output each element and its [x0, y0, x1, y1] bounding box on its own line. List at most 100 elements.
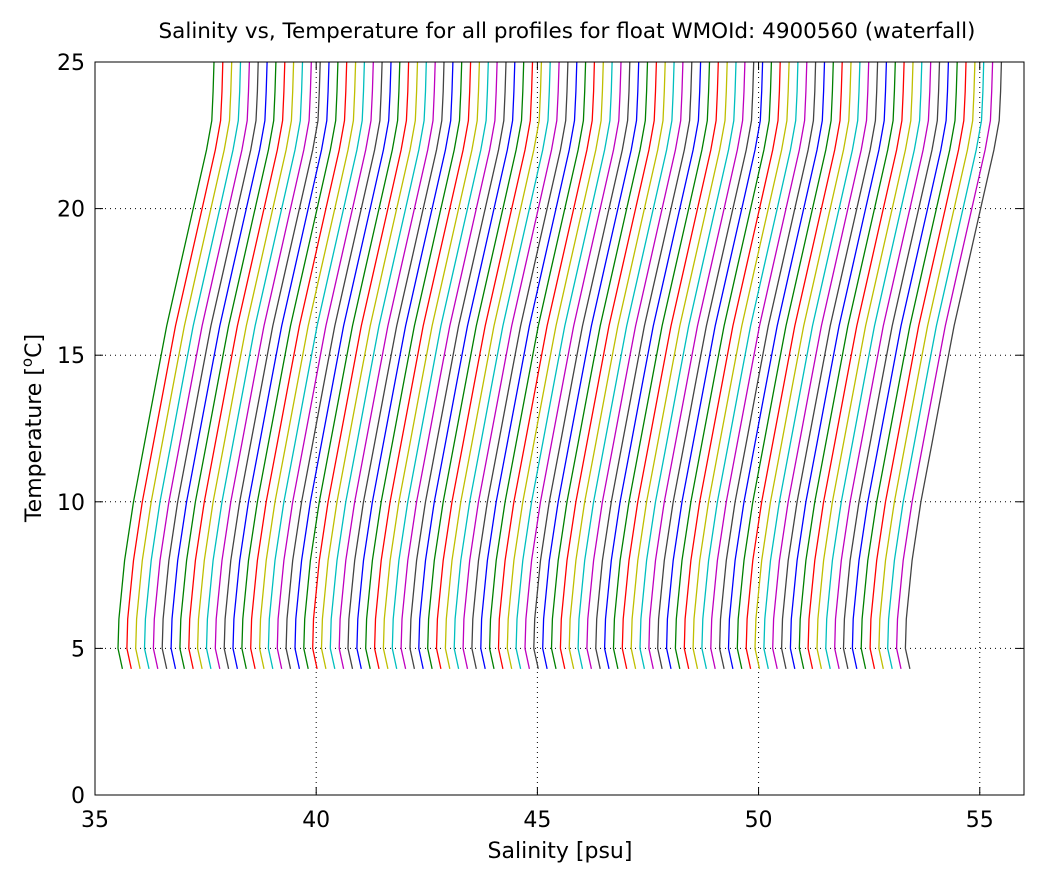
- profile-line: [356, 61, 454, 670]
- profile-line: [214, 61, 312, 670]
- profile-line: [754, 61, 852, 670]
- profile-line: [869, 61, 967, 670]
- plot-area-frame: [94, 61, 1025, 796]
- profile-line: [435, 61, 534, 670]
- profile-line: [524, 61, 622, 670]
- profile-line: [250, 61, 348, 670]
- profile-line: [515, 61, 613, 670]
- profile-line: [727, 61, 826, 670]
- y-axis-label-superscript: o: [18, 358, 36, 367]
- profile-line: [232, 61, 330, 670]
- profile-line: [807, 61, 905, 670]
- profile-line: [772, 61, 870, 670]
- profile-line: [152, 61, 251, 670]
- x-axis-label: Salinity [psu]: [488, 839, 633, 864]
- axes-layer: [94, 61, 1025, 796]
- profile-line: [542, 61, 640, 670]
- profile-line: [161, 61, 259, 670]
- profile-line: [612, 61, 711, 670]
- profile-line: [143, 61, 242, 670]
- profile-line: [320, 61, 419, 670]
- y-tick-label: 0: [71, 784, 85, 809]
- profile-line: [205, 61, 304, 670]
- profile-line: [462, 61, 560, 670]
- profile-line: [267, 61, 366, 670]
- profile-line: [196, 61, 295, 670]
- profile-line: [639, 61, 737, 670]
- profile-line: [550, 61, 649, 670]
- profiles-layer: [117, 61, 1003, 670]
- x-tick-label: 35: [81, 808, 109, 833]
- profile-line: [391, 61, 489, 670]
- profile-line: [312, 61, 410, 670]
- profile-line: [488, 61, 587, 670]
- profile-line: [480, 61, 578, 670]
- y-tick-label: 15: [57, 344, 85, 369]
- x-tick-label: 40: [302, 808, 330, 833]
- profile-line: [338, 61, 436, 670]
- profile-line: [710, 61, 808, 670]
- profile-line: [170, 61, 268, 670]
- profile-line: [887, 61, 985, 670]
- ticks-layer: 35 40 45 50 55 0 5 10 15 20 25: [57, 51, 1024, 833]
- y-tick-label: 10: [57, 491, 85, 516]
- profile-line: [258, 61, 357, 670]
- profile-line: [506, 61, 604, 670]
- profile-line: [135, 61, 233, 670]
- y-tick-label: 20: [57, 198, 85, 223]
- profile-line: [603, 61, 702, 670]
- profile-line: [471, 61, 569, 670]
- profile-line: [188, 61, 286, 670]
- profile-line: [533, 61, 631, 670]
- grid-layer: [95, 62, 1024, 795]
- profile-line: [382, 61, 481, 670]
- profile-line: [179, 61, 277, 670]
- profile-line: [126, 61, 224, 670]
- x-tick-label: 50: [745, 808, 773, 833]
- profile-line: [630, 61, 728, 670]
- profile-line: [736, 61, 834, 670]
- profile-line: [648, 61, 746, 670]
- x-tick-label: 55: [966, 808, 994, 833]
- profile-line: [347, 61, 445, 670]
- profile-line: [577, 61, 675, 670]
- profile-line: [665, 61, 764, 670]
- profile-line: [780, 61, 879, 670]
- profile-line: [657, 61, 755, 670]
- profile-line: [409, 61, 507, 670]
- profile-line: [701, 61, 799, 670]
- profile-line: [904, 61, 1003, 670]
- profile-line: [294, 61, 392, 670]
- profile-line: [692, 61, 790, 670]
- profile-line: [798, 61, 896, 670]
- profile-line: [117, 61, 215, 670]
- y-axis-label-end: C]: [22, 334, 47, 358]
- profile-line: [559, 61, 658, 670]
- profile-line: [444, 61, 543, 670]
- profile-line: [621, 61, 719, 670]
- profile-line: [718, 61, 817, 670]
- profile-line: [497, 61, 596, 670]
- profile-line: [683, 61, 781, 670]
- chart-title: Salinity vs, Temperature for all profile…: [159, 19, 976, 44]
- profile-line: [860, 61, 958, 670]
- profile-line: [745, 61, 843, 670]
- profile-line: [276, 61, 374, 670]
- profile-line: [223, 61, 321, 670]
- profile-line: [418, 61, 516, 670]
- profile-line: [303, 61, 401, 670]
- profile-line: [427, 61, 525, 670]
- profile-line: [878, 61, 976, 670]
- profile-line: [763, 61, 861, 670]
- y-axis-label-main: Temperature [: [22, 367, 47, 523]
- profile-line: [825, 61, 923, 670]
- y-axis-label: Temperature [oC]: [18, 334, 47, 523]
- profile-line: [842, 61, 941, 670]
- profile-line: [586, 61, 684, 670]
- profile-line: [789, 61, 888, 670]
- profile-line: [400, 61, 498, 670]
- profile-line: [241, 61, 339, 670]
- profile-line: [674, 61, 773, 670]
- profile-line: [568, 61, 666, 670]
